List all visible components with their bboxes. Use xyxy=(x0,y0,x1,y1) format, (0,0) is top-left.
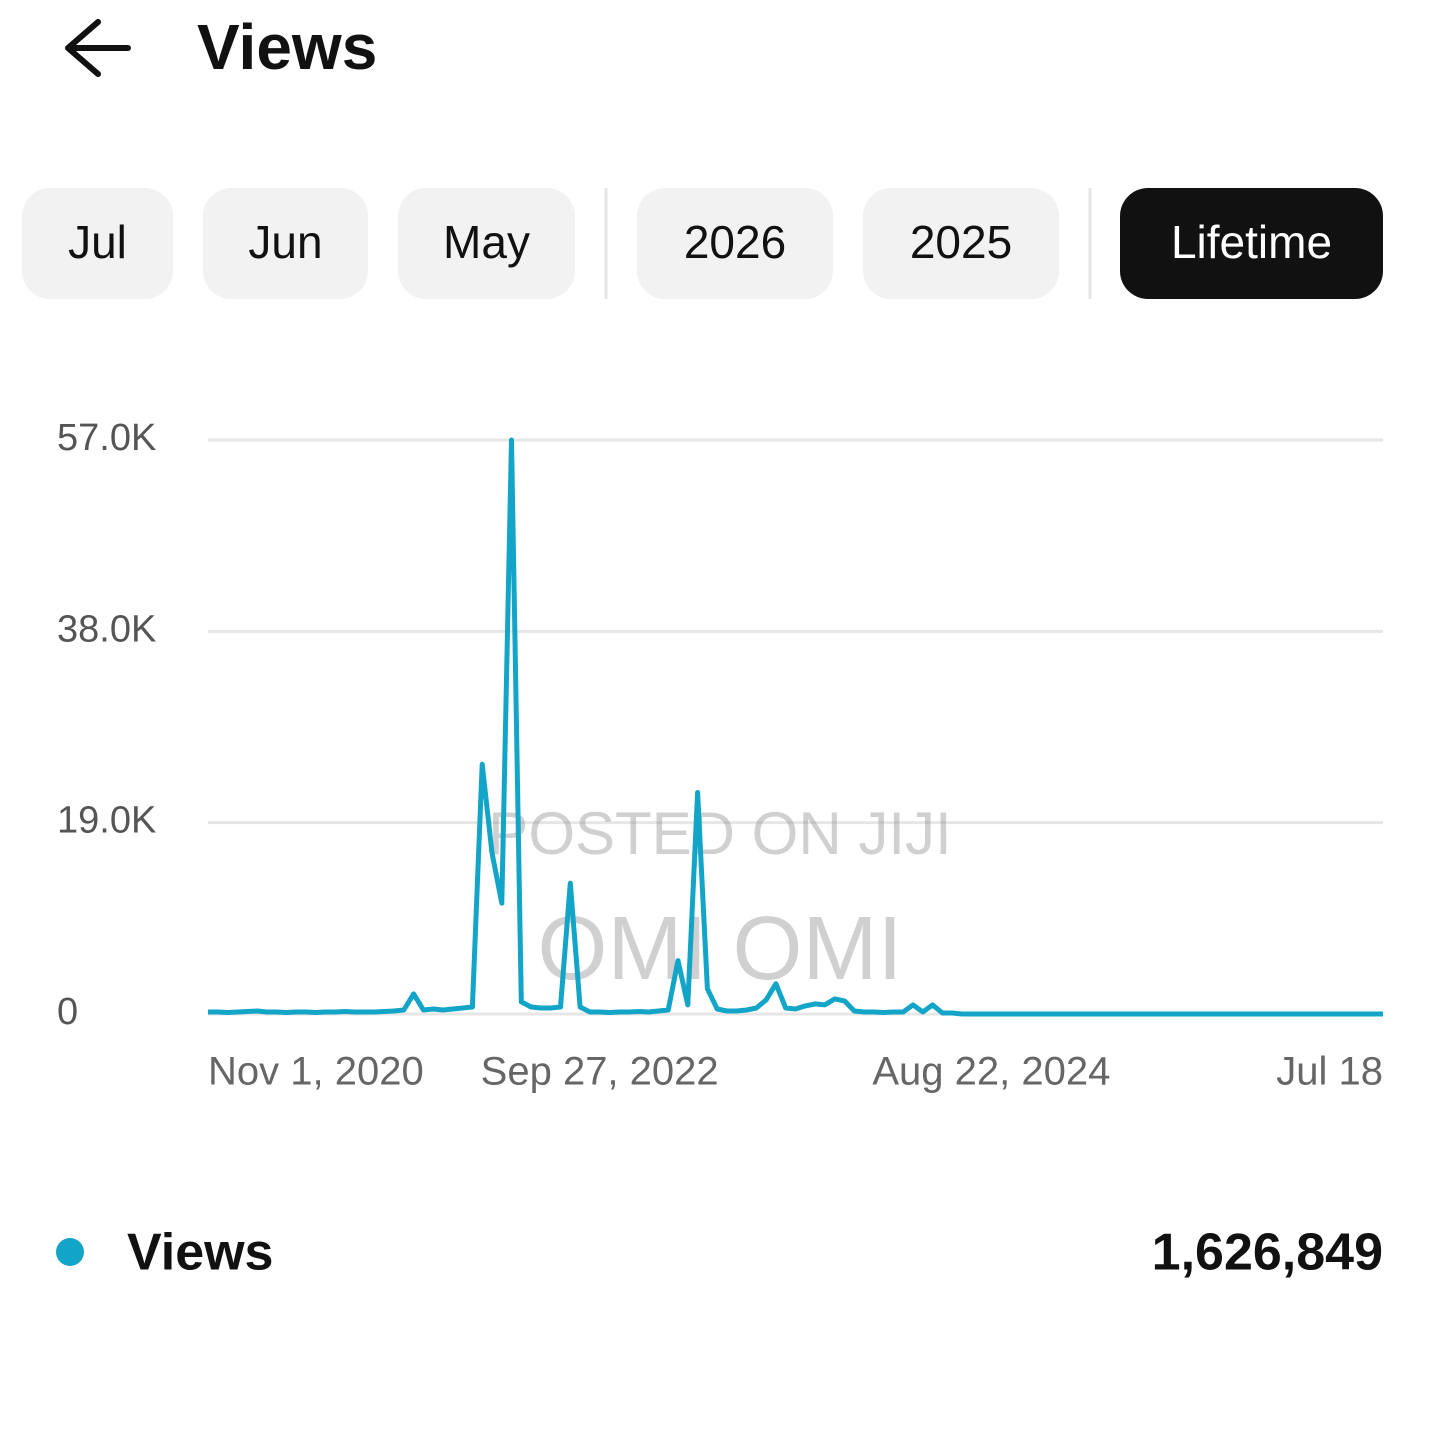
tab-background xyxy=(1120,188,1383,299)
legend-dot xyxy=(56,1238,84,1266)
tab[interactable]: 2025 xyxy=(863,188,1059,299)
x-tick-label: Nov 1, 2020 xyxy=(208,1050,424,1094)
watermark: POSTED ON JIJI xyxy=(488,800,951,867)
tab[interactable]: May xyxy=(398,188,575,299)
y-tick-label: 0 xyxy=(57,991,78,1033)
legend-label: Views xyxy=(127,1224,273,1282)
watermark: OMI OMI xyxy=(538,899,903,999)
tab[interactable]: Lifetime xyxy=(1120,188,1383,299)
back-arrow xyxy=(65,19,131,77)
y-tick-label: 38.0K xyxy=(57,608,156,650)
tab-background xyxy=(637,188,833,299)
y-tick-label: 19.0K xyxy=(57,800,156,842)
x-tick-label: Aug 22, 2024 xyxy=(872,1050,1110,1094)
x-tick-label: Sep 27, 2022 xyxy=(481,1050,719,1094)
page-title: Views xyxy=(197,11,377,83)
tab-background xyxy=(398,188,575,299)
tab-label: 2025 xyxy=(910,216,1012,268)
back-button[interactable] xyxy=(65,19,131,77)
tab-label: Lifetime xyxy=(1171,216,1332,268)
tab[interactable]: 2026 xyxy=(637,188,833,299)
tab-label: 2026 xyxy=(684,216,786,268)
x-tick-label: Jul 18 xyxy=(1276,1050,1383,1094)
line-series xyxy=(208,437,1383,1017)
tab[interactable]: Jul xyxy=(22,188,173,299)
tab-background xyxy=(863,188,1059,299)
y-tick-label: 57.0K xyxy=(57,417,156,459)
tab-background xyxy=(22,188,173,299)
tab-label: May xyxy=(443,216,530,268)
tab[interactable]: Jun xyxy=(203,188,368,299)
tab-label: Jun xyxy=(248,216,322,268)
total-value: 1,626,849 xyxy=(1152,1224,1383,1282)
tab-background xyxy=(203,188,368,299)
tab-label: Jul xyxy=(68,216,127,268)
